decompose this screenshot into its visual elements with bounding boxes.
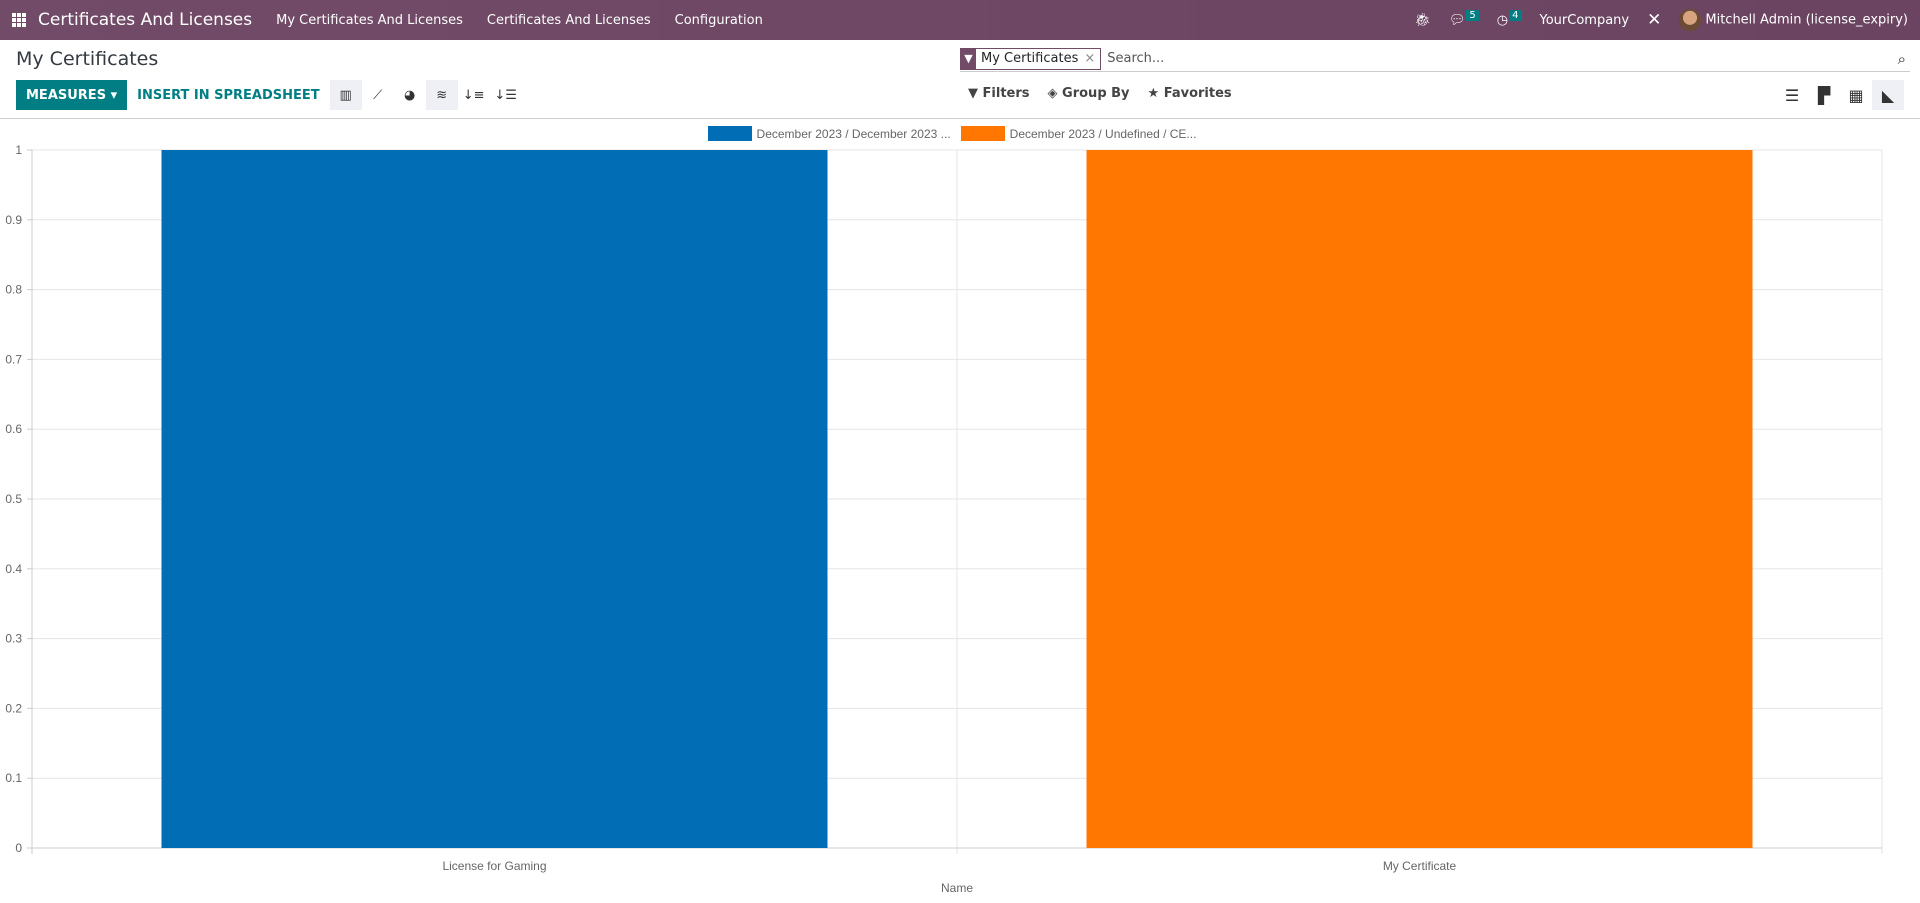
y-tick-label: 0.3 — [5, 632, 22, 646]
activities-button[interactable]: ◷ 4 — [1496, 9, 1522, 28]
pie-chart-icon[interactable]: ◕ — [403, 87, 416, 103]
sort-descending-icon[interactable]: ↓≡ — [462, 87, 485, 103]
measures-button[interactable]: MEASURES ▾ — [16, 80, 128, 110]
tools-icon[interactable]: ✕ — [1647, 10, 1662, 30]
app-brand[interactable]: Certificates And Licenses — [38, 10, 253, 30]
y-tick-label: 0.5 — [5, 492, 22, 506]
activities-badge: 4 — [1509, 9, 1522, 21]
apps-menu-icon[interactable] — [12, 13, 26, 27]
graph-view-icon[interactable]: ◣ — [1872, 80, 1904, 110]
measures-label: MEASURES — [26, 87, 107, 103]
insert-spreadsheet-button[interactable]: INSERT IN SPREADSHEET — [137, 87, 320, 103]
filters-button[interactable]: ▼ Filters — [968, 86, 1030, 101]
bar-chart-icon[interactable]: ▥ — [329, 80, 362, 110]
group-by-button[interactable]: ◈ Group By — [1047, 86, 1130, 101]
menu-my-certificates[interactable]: My Certificates And Licenses — [276, 12, 463, 28]
messages-badge: 5 — [1466, 9, 1479, 21]
x-tick-label: My Certificate — [1383, 859, 1457, 873]
y-tick-label: 0.1 — [5, 771, 22, 785]
y-tick-label: 0.4 — [5, 562, 22, 576]
company-switcher[interactable]: YourCompany — [1539, 12, 1630, 28]
favorites-button[interactable]: ★ Favorites — [1147, 86, 1232, 101]
facet-remove-icon[interactable]: × — [1084, 51, 1096, 66]
group-by-label: Group By — [1062, 86, 1130, 101]
filter-icon: ▼ — [961, 48, 976, 69]
messages-button[interactable]: 💬︎ 5 — [1448, 9, 1479, 28]
calendar-view-icon[interactable]: ▦ — [1848, 85, 1864, 105]
filters-label: Filters — [982, 86, 1030, 101]
user-menu[interactable]: Mitchell Admin (license_expiry) — [1679, 9, 1908, 31]
search-facet: ▼ My Certificates × — [960, 47, 1102, 70]
line-chart-icon[interactable]: ⟋ — [373, 87, 383, 103]
y-tick-label: 0.8 — [5, 283, 22, 297]
y-tick-label: 0 — [15, 841, 22, 855]
y-tick-label: 1 — [15, 143, 22, 157]
search-bar: ▼ My Certificates × Search... ⌕ — [960, 46, 1910, 72]
bar[interactable] — [161, 150, 828, 848]
legend-label: December 2023 / Undefined / CE... — [1009, 126, 1197, 141]
legend-item[interactable]: December 2023 / Undefined / CE... — [960, 126, 1197, 141]
search-input[interactable]: Search... — [1107, 51, 1165, 66]
stacked-icon[interactable]: ≋ — [425, 80, 458, 110]
y-tick-label: 0.2 — [5, 701, 22, 715]
sort-ascending-icon[interactable]: ↓☰ — [494, 87, 517, 103]
page-title: My Certificates — [16, 48, 159, 70]
favorites-label: Favorites — [1163, 86, 1232, 101]
y-tick-label: 0.7 — [5, 352, 22, 366]
kanban-view-icon[interactable]: ▛ — [1817, 85, 1831, 105]
legend-label: December 2023 / December 2023 ... — [756, 126, 951, 141]
chart-legend: December 2023 / December 2023 ... Decemb… — [0, 126, 1912, 141]
divider — [0, 118, 1920, 119]
clock-icon: ◷ — [1496, 12, 1509, 28]
list-view-icon[interactable]: ☰ — [1784, 85, 1800, 105]
chat-icon: 💬︎ — [1448, 12, 1466, 28]
debug-bug-icon[interactable]: 🐞︎ — [1414, 12, 1431, 28]
y-tick-label: 0.6 — [5, 422, 22, 436]
menu-certificates[interactable]: Certificates And Licenses — [486, 12, 651, 28]
x-tick-label: License for Gaming — [442, 859, 546, 873]
top-navbar: Certificates And Licenses My Certificate… — [0, 0, 1920, 40]
bar[interactable] — [1086, 150, 1753, 848]
user-name: Mitchell Admin (license_expiry) — [1705, 12, 1908, 28]
legend-item[interactable]: December 2023 / December 2023 ... — [707, 126, 951, 141]
y-tick-label: 0.9 — [5, 213, 22, 227]
facet-label: My Certificates — [981, 51, 1079, 66]
avatar — [1679, 9, 1702, 31]
x-axis-label: Name — [941, 881, 973, 895]
menu-configuration[interactable]: Configuration — [674, 12, 763, 28]
legend-swatch — [960, 126, 1005, 141]
search-icon[interactable]: ⌕ — [1897, 49, 1906, 68]
legend-swatch — [707, 126, 752, 141]
